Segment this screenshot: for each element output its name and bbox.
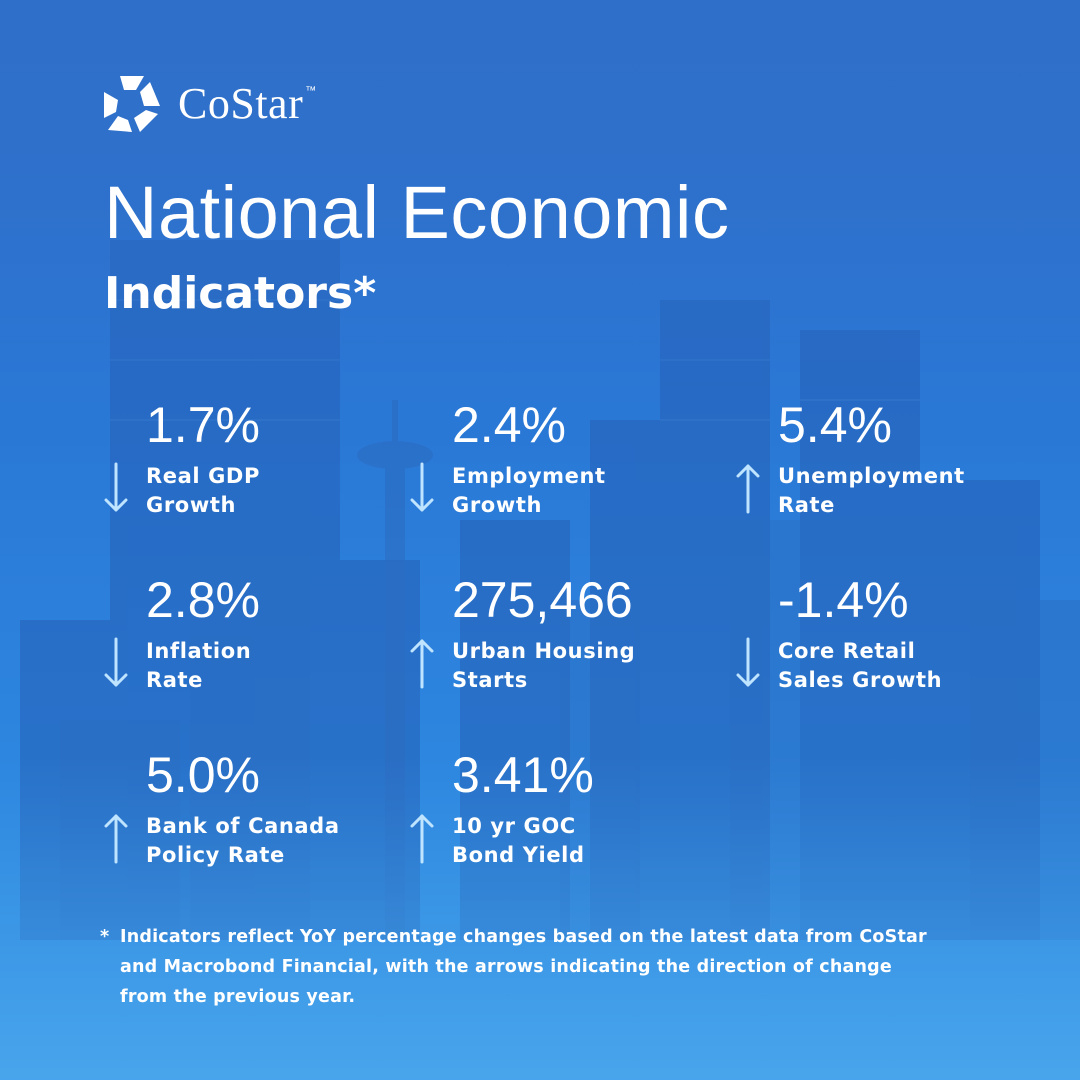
indicator-employment-growth: 2.4% Employment Growth <box>408 400 708 530</box>
indicator-value: -1.4% <box>778 572 909 628</box>
arrow-up-icon <box>410 639 434 689</box>
indicator-label: Urban Housing Starts <box>452 639 636 692</box>
indicator-10yr-goc-bond-yield: 3.41% 10 yr GOC Bond Yield <box>408 750 708 880</box>
indicator-label: Inflation Rate <box>146 639 252 692</box>
indicator-label: Unemployment Rate <box>778 464 965 517</box>
arrow-up-icon <box>410 814 434 864</box>
indicator-label: 10 yr GOC Bond Yield <box>452 814 585 867</box>
footnote-line-2: and Macrobond Financial, with the arrows… <box>120 957 892 977</box>
footnote-line-1: Indicators reflect YoY percentage change… <box>120 927 927 947</box>
indicator-value: 5.4% <box>778 397 892 453</box>
indicator-value: 2.4% <box>452 397 566 453</box>
arrow-up-icon <box>104 814 128 864</box>
arrow-down-icon <box>104 462 128 512</box>
indicator-value: 275,466 <box>452 572 633 628</box>
page-subtitle: Indicators* <box>104 268 377 319</box>
trademark-symbol: ™ <box>305 85 317 97</box>
costar-star-logo-icon <box>104 76 160 132</box>
brand-name: CoStar ™ <box>178 79 317 128</box>
indicator-label: Real GDP Growth <box>146 464 260 517</box>
indicator-label: Bank of Canada Policy Rate <box>146 814 340 867</box>
indicator-value: 5.0% <box>146 747 260 803</box>
arrow-down-icon <box>104 637 128 687</box>
indicator-core-retail-sales-growth: -1.4% Core Retail Sales Growth <box>734 575 1034 705</box>
indicator-real-gdp-growth: 1.7% Real GDP Growth <box>102 400 402 530</box>
costar-logo: CoStar ™ <box>100 72 317 136</box>
footnote-marker: * <box>100 927 110 947</box>
arrow-down-icon <box>410 462 434 512</box>
indicator-label: Employment Growth <box>452 464 606 517</box>
indicator-urban-housing-starts: 275,466 Urban Housing Starts <box>408 575 708 705</box>
indicator-label: Core Retail Sales Growth <box>778 639 943 692</box>
indicator-unemployment-rate: 5.4% Unemployment Rate <box>734 400 1034 530</box>
footnote-line-3: from the previous year. <box>120 987 356 1007</box>
arrow-down-icon <box>736 637 760 687</box>
indicator-value: 2.8% <box>146 572 260 628</box>
page-title: National Economic <box>104 171 730 254</box>
indicator-value: 3.41% <box>452 747 594 803</box>
indicator-inflation-rate: 2.8% Inflation Rate <box>102 575 402 705</box>
indicator-bank-of-canada-policy-rate: 5.0% Bank of Canada Policy Rate <box>102 750 402 880</box>
footnote: * Indicators reflect YoY percentage chan… <box>100 922 980 1012</box>
indicator-value: 1.7% <box>146 397 260 453</box>
arrow-up-icon <box>736 464 760 514</box>
